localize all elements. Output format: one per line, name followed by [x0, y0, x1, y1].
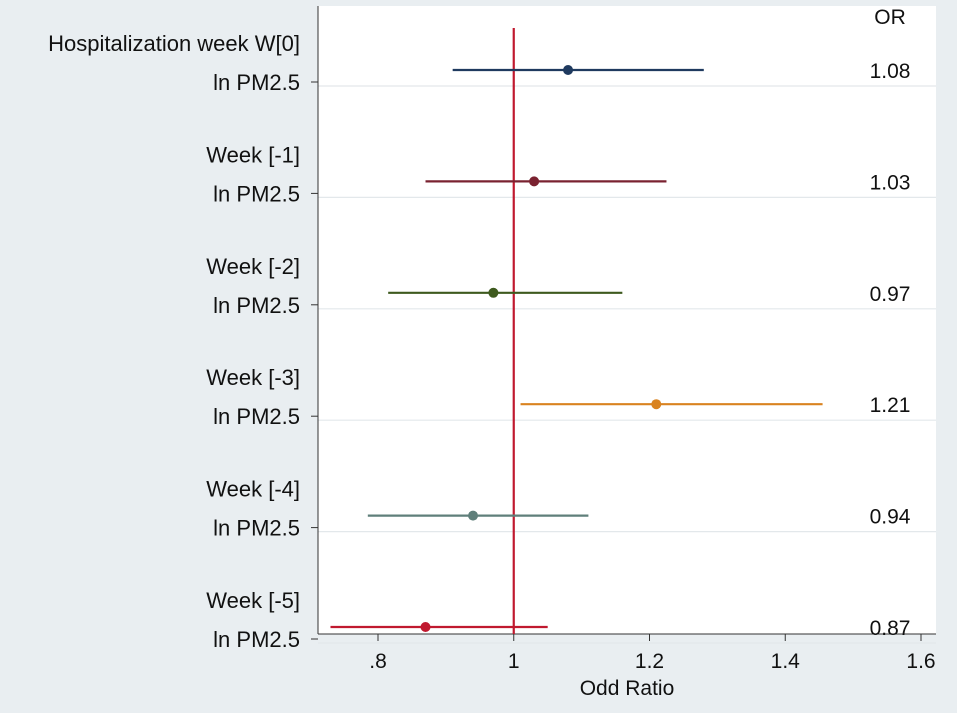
or-header: OR — [874, 6, 906, 29]
plot-area — [318, 6, 936, 634]
row-variable-label: ln PM2.5 — [213, 70, 300, 95]
point-estimate — [529, 176, 540, 187]
x-tick-label: .8 — [369, 650, 387, 673]
or-value-label: 0.97 — [870, 283, 911, 306]
or-value-label: 1.21 — [870, 394, 911, 417]
row-variable-label: ln PM2.5 — [213, 404, 300, 429]
row-group-label: Week [-5] — [206, 588, 300, 613]
x-tick-label: 1 — [508, 650, 520, 673]
row-variable-label: ln PM2.5 — [213, 627, 300, 652]
x-tick-label: 1.4 — [771, 650, 801, 673]
row-variable-label: ln PM2.5 — [213, 293, 300, 318]
row-group-label: Week [-2] — [206, 254, 300, 279]
point-estimate — [468, 510, 479, 521]
x-axis-title: Odd Ratio — [580, 677, 675, 700]
row-variable-label: ln PM2.5 — [213, 181, 300, 206]
x-tick-label: 1.6 — [906, 650, 935, 673]
row-variable-label: ln PM2.5 — [213, 516, 300, 541]
row-group-label: Week [-1] — [206, 142, 300, 167]
row-group-label: Hospitalization week W[0] — [48, 31, 300, 56]
x-tick-label: 1.2 — [635, 650, 664, 673]
point-estimate — [651, 399, 662, 410]
row-group-label: Week [-3] — [206, 365, 300, 390]
point-estimate — [563, 65, 574, 75]
point-estimate — [420, 622, 431, 632]
or-value-label: 1.08 — [870, 60, 911, 83]
or-value-label: 0.87 — [870, 617, 911, 640]
point-estimate — [488, 287, 499, 298]
or-value-label: 1.03 — [870, 171, 911, 194]
or-value-label: 0.94 — [870, 506, 911, 529]
row-group-label: Week [-4] — [206, 477, 300, 502]
